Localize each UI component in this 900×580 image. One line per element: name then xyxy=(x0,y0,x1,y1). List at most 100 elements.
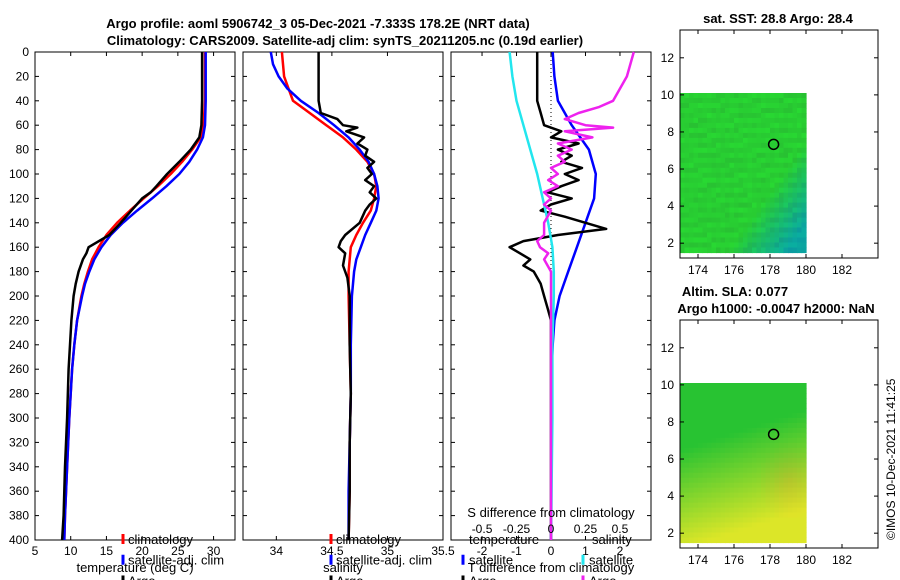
map-cell xyxy=(801,502,807,509)
map-cell xyxy=(716,462,722,469)
map-cell xyxy=(761,472,767,479)
map-cell xyxy=(783,202,789,209)
map-cell xyxy=(693,437,699,444)
map-cell xyxy=(756,512,762,519)
map-cell xyxy=(743,393,749,399)
map-cell xyxy=(711,417,717,424)
map-cell xyxy=(743,422,749,429)
map-cell xyxy=(702,242,708,249)
map-cell xyxy=(734,217,740,224)
map-cell xyxy=(747,442,753,449)
map-cell xyxy=(788,457,794,464)
map-cell xyxy=(774,142,780,149)
map-cell xyxy=(702,207,708,214)
sla-map-subtitle: Argo h1000: -0.0047 h2000: NaN xyxy=(677,301,874,316)
map-cell xyxy=(716,202,722,209)
map-cell xyxy=(738,137,744,144)
map-cell xyxy=(711,167,717,174)
map-cell xyxy=(788,197,794,204)
map-cell xyxy=(729,452,735,459)
map-cell xyxy=(693,482,699,489)
map-cell xyxy=(729,383,735,389)
map-cell xyxy=(734,482,740,489)
map-cell xyxy=(747,103,753,109)
map-cell xyxy=(711,447,717,454)
map-cell xyxy=(783,207,789,214)
map-cell xyxy=(702,537,708,544)
map-cell xyxy=(743,398,749,404)
map-cell xyxy=(729,147,735,154)
map-cell xyxy=(698,532,704,539)
map-cell xyxy=(747,167,753,174)
map-cell xyxy=(761,442,767,449)
map-cell xyxy=(716,527,722,534)
map-cell xyxy=(738,417,744,424)
map-cell xyxy=(792,167,798,174)
map-cell xyxy=(774,447,780,454)
map-cell xyxy=(747,93,753,99)
map-cell xyxy=(702,522,708,529)
map-cell xyxy=(698,537,704,544)
map-cell xyxy=(779,462,785,469)
map-cell xyxy=(725,132,731,139)
map-cell xyxy=(702,237,708,244)
map-cell xyxy=(698,172,704,179)
map-cell xyxy=(765,162,771,169)
map-cell xyxy=(756,407,762,414)
map-cell xyxy=(711,242,717,249)
map-cell xyxy=(711,247,717,254)
map-cell xyxy=(707,108,713,114)
y-tick-label: 0 xyxy=(22,45,29,59)
map-cell xyxy=(702,462,708,469)
map-cell xyxy=(729,207,735,214)
map-cell xyxy=(711,217,717,224)
map-cell xyxy=(684,217,690,224)
map-cell xyxy=(743,487,749,494)
map-cell xyxy=(743,492,749,499)
map-cell xyxy=(792,482,798,489)
y-tick-label: 220 xyxy=(9,313,29,327)
map-cell xyxy=(729,157,735,164)
map-cell xyxy=(765,398,771,404)
map-cell xyxy=(774,442,780,449)
map-cell xyxy=(729,217,735,224)
map-cell xyxy=(711,98,717,104)
map-cell xyxy=(774,167,780,174)
map-cell xyxy=(689,383,695,389)
map-cell xyxy=(756,502,762,509)
map-cell xyxy=(702,172,708,179)
map-cell xyxy=(752,207,758,214)
map-cell xyxy=(788,388,794,394)
map-cell xyxy=(788,202,794,209)
map-cell xyxy=(684,212,690,219)
map-cell xyxy=(729,192,735,199)
map-cell xyxy=(756,537,762,544)
map-cell xyxy=(698,442,704,449)
map-cell xyxy=(756,177,762,184)
map-cell xyxy=(720,167,726,174)
map-cell xyxy=(792,108,798,114)
map-cell xyxy=(783,487,789,494)
map-cell xyxy=(720,393,726,399)
map-cell xyxy=(707,237,713,244)
map-cell xyxy=(716,127,722,134)
map-cell xyxy=(711,117,717,124)
map-cell xyxy=(711,93,717,99)
map-cell xyxy=(774,393,780,399)
map-cell xyxy=(698,142,704,149)
map-cell xyxy=(680,182,686,189)
map-cell xyxy=(765,93,771,99)
map-cell xyxy=(752,403,758,409)
map-cell xyxy=(756,127,762,134)
map-cell xyxy=(756,172,762,179)
map-cell xyxy=(720,113,726,119)
map-cell xyxy=(707,422,713,429)
map-cell xyxy=(711,492,717,499)
y-tick-label: 400 xyxy=(9,533,29,547)
map-cell xyxy=(689,152,695,159)
map-cell xyxy=(770,152,776,159)
map-cell xyxy=(702,398,708,404)
map-cell xyxy=(698,222,704,229)
map-cell xyxy=(756,432,762,439)
map-cell xyxy=(702,197,708,204)
